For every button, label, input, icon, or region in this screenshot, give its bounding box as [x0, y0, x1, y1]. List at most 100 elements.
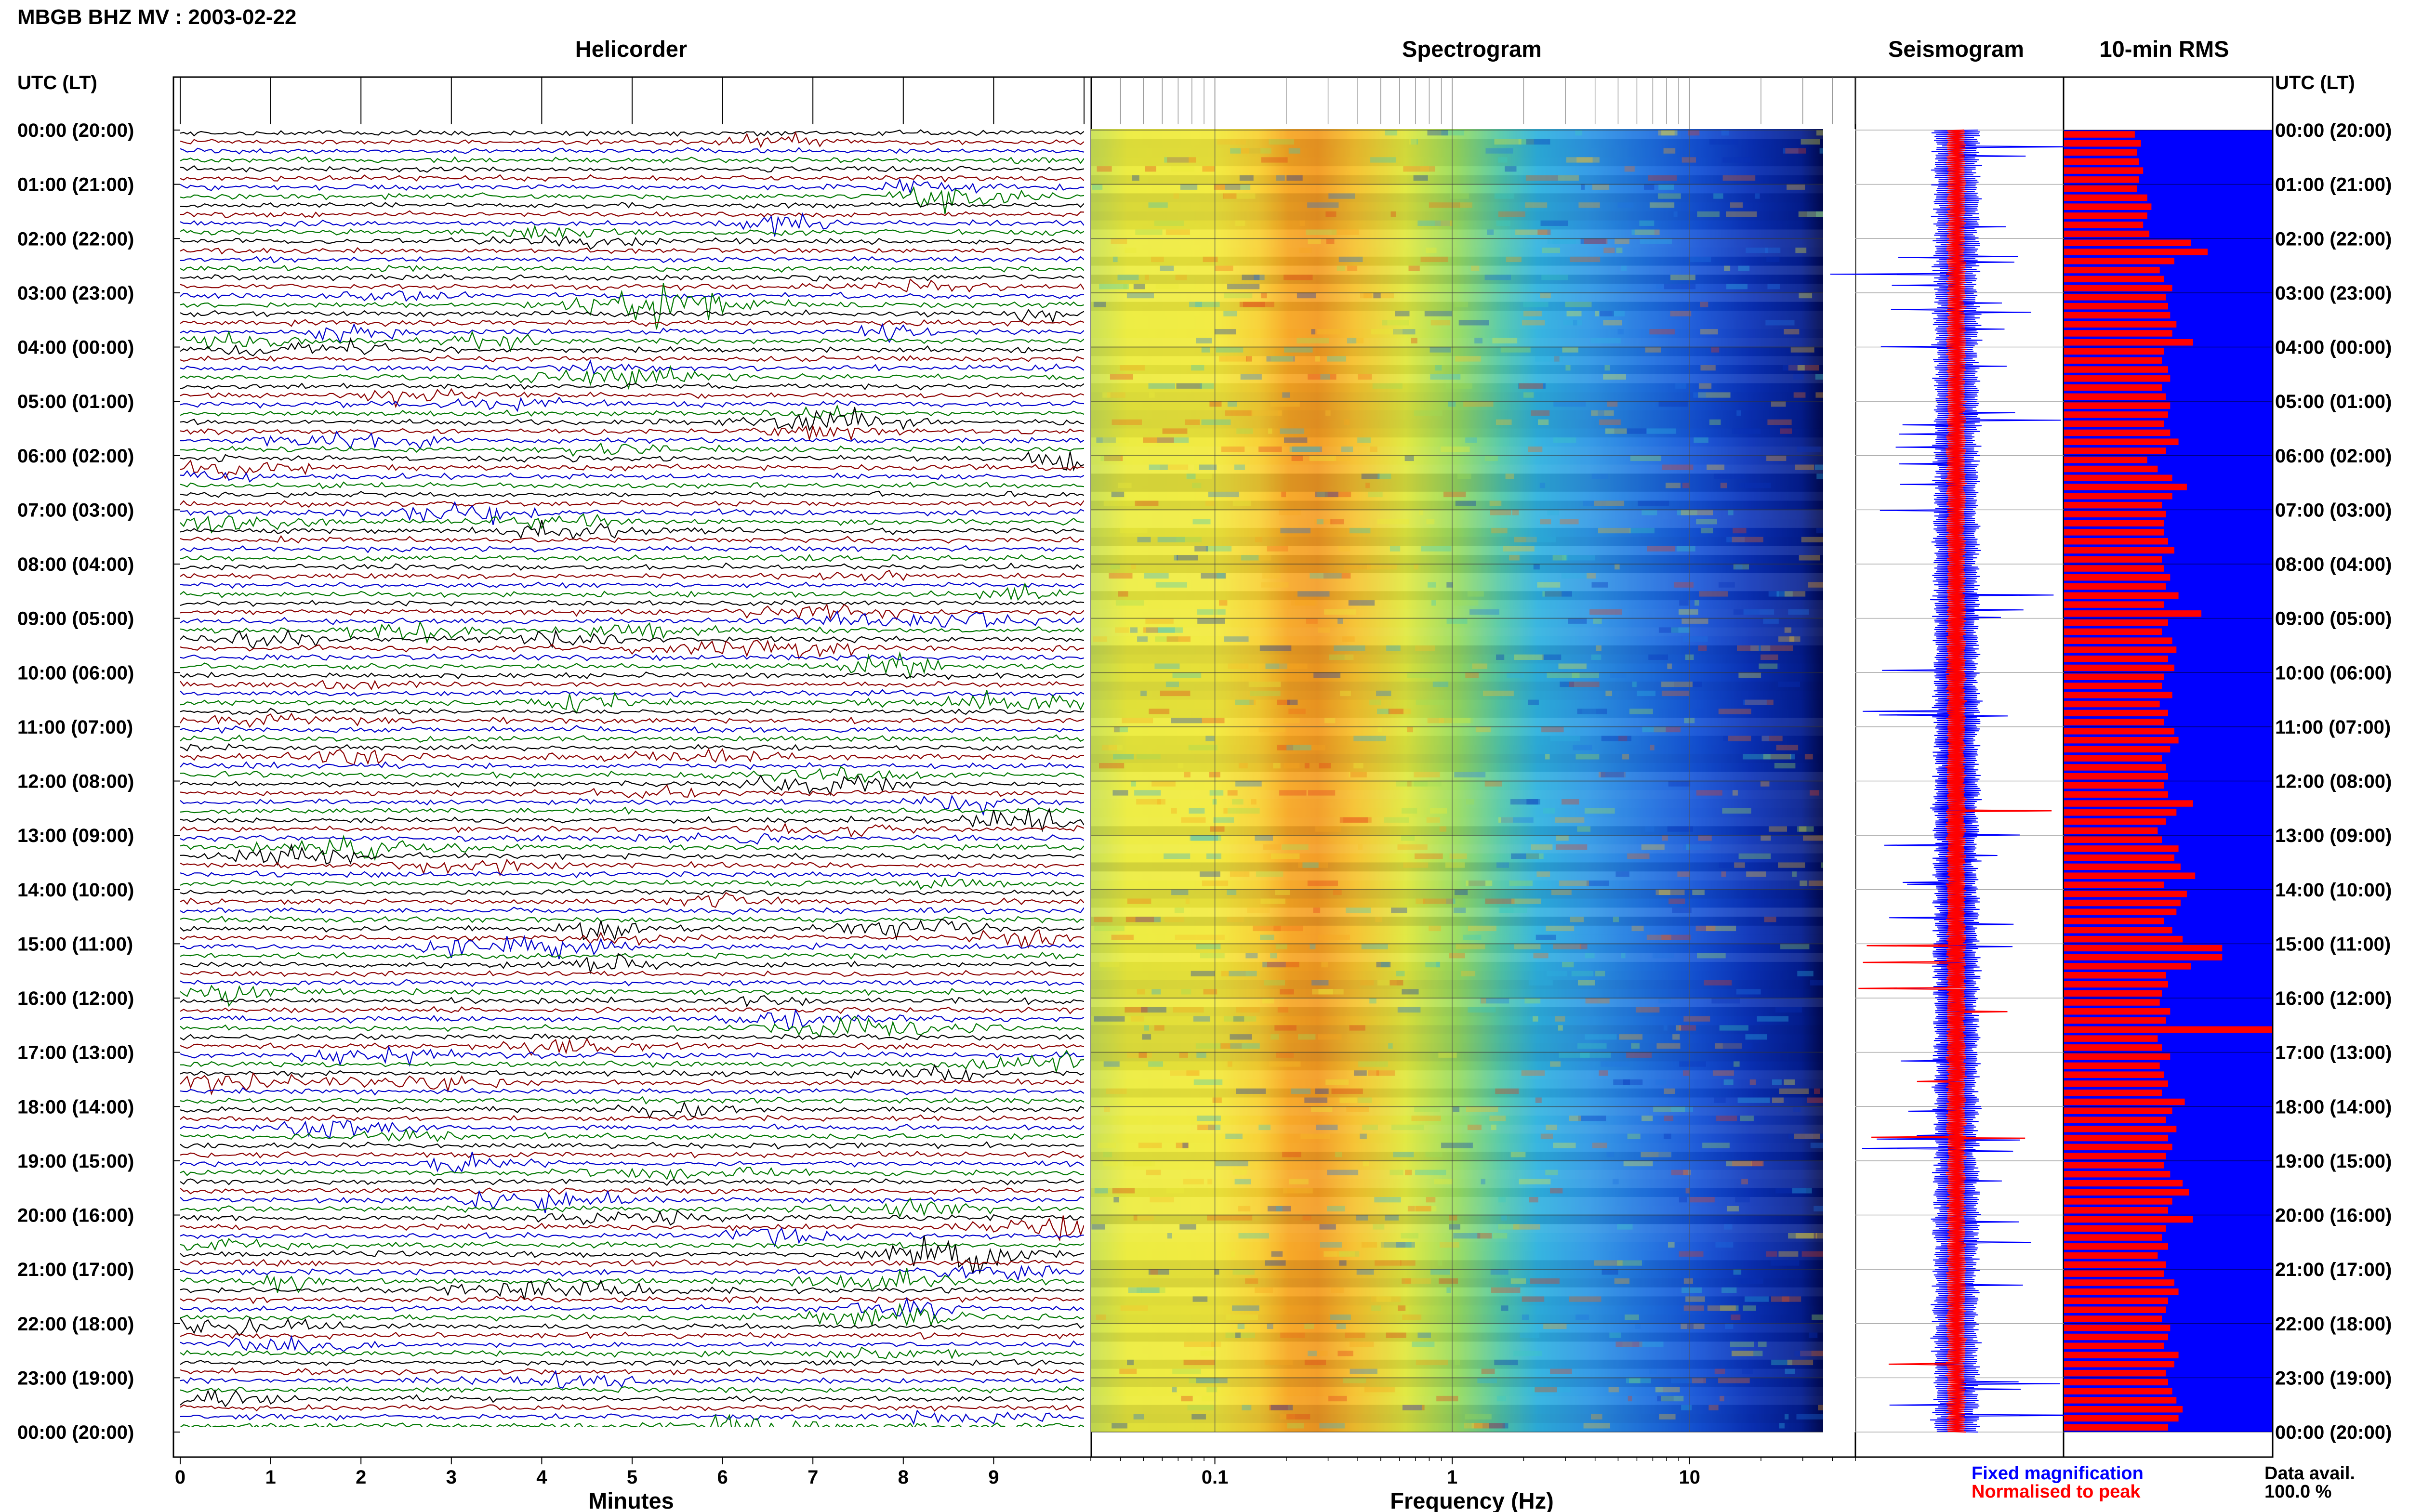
- helicorder-trace-line: [180, 843, 1084, 866]
- spectrogram-speckle: [1676, 546, 1695, 552]
- spectrogram-speckle: [1659, 1414, 1676, 1420]
- spectrogram-speckle: [1672, 1034, 1680, 1040]
- spectrogram-speckle: [1466, 881, 1493, 886]
- rms-bar: [2064, 465, 2158, 473]
- spectrogram-speckle: [1196, 1378, 1228, 1383]
- spectrogram-speckle: [1132, 175, 1139, 181]
- spectrogram-speckle: [1145, 166, 1156, 172]
- helicorder-trace-line: [180, 1414, 1084, 1427]
- spectrogram-speckle: [1621, 953, 1626, 959]
- spectrogram-speckle: [1761, 736, 1769, 741]
- spectrogram-row: [1091, 437, 1823, 447]
- spectrogram-speckle: [1179, 1224, 1196, 1230]
- spectrogram-row: [1091, 1179, 1823, 1188]
- spectrogram-speckle: [1164, 853, 1191, 859]
- spectrogram-speckle: [1112, 1423, 1127, 1429]
- spectrogram-speckle: [1311, 980, 1329, 986]
- spectrogram-speckle: [1205, 546, 1232, 552]
- spectrogram-speckle: [1498, 817, 1513, 823]
- spectrogram-speckle: [1764, 917, 1776, 922]
- spectrogram-speckle: [1776, 591, 1793, 597]
- spectrogram-speckle: [1434, 1179, 1453, 1184]
- spectrogram-speckle: [1732, 537, 1763, 542]
- spectrogram-row: [1091, 374, 1823, 383]
- spectrogram-speckle: [1661, 934, 1691, 940]
- spectrogram-speckle: [1489, 500, 1502, 506]
- helicorder-x-tick-label: 6: [717, 1467, 728, 1488]
- spectrogram-speckle: [1269, 139, 1294, 145]
- spectrogram-speckle: [1138, 1052, 1147, 1058]
- spectrogram-speckle: [1214, 1269, 1219, 1275]
- helicorder-trace-line: [180, 442, 1084, 457]
- spectrogram-speckle: [1794, 1133, 1820, 1139]
- spectrogram-speckle: [1321, 961, 1328, 968]
- spectrogram-speckle: [1603, 374, 1626, 380]
- spectrogram-speckle: [1224, 292, 1253, 299]
- helicorder-trace-line: [180, 1189, 1084, 1213]
- spectrogram-speckle: [1617, 1260, 1642, 1266]
- spectrogram-speckle: [1812, 1315, 1823, 1320]
- spectrogram-speckle: [1292, 447, 1323, 452]
- rms-bar: [2064, 348, 2164, 355]
- spectrogram-speckle: [1337, 1251, 1355, 1257]
- spectrogram-speckle: [1535, 934, 1556, 940]
- spectrogram-speckle: [1694, 600, 1699, 606]
- spectrogram-speckle: [1562, 347, 1578, 353]
- spectrogram-speckle: [1619, 1034, 1643, 1040]
- spectrogram-speckle: [1584, 238, 1608, 244]
- spectrogram-speckle: [1350, 772, 1367, 777]
- spectrogram-speckle: [1677, 871, 1690, 877]
- spectrogram-speckle: [1339, 1097, 1357, 1103]
- spectrogram-speckle: [1208, 1124, 1221, 1131]
- spectrogram-speckle: [1594, 1260, 1623, 1266]
- spectrogram-speckle: [1498, 1197, 1506, 1203]
- spectrogram-speckle: [1283, 1188, 1313, 1194]
- spectrogram-speckle: [1361, 1242, 1377, 1248]
- helicorder-trace-line: [180, 734, 1084, 743]
- spectrogram-speckle: [1677, 510, 1697, 515]
- spectrogram-speckle: [1214, 265, 1233, 271]
- rms-bar: [2064, 854, 2174, 861]
- spectrogram-row: [1091, 690, 1823, 700]
- spectrogram-row: [1091, 510, 1823, 519]
- spectrogram-speckle: [1286, 745, 1311, 750]
- spectrogram-speckle: [1143, 437, 1174, 443]
- spectrogram-speckle: [1792, 1188, 1812, 1194]
- rms-bar: [2064, 628, 2162, 635]
- spectrogram-speckle: [1765, 248, 1781, 253]
- spectrogram-speckle: [1385, 1215, 1399, 1221]
- spectrogram-speckle: [1695, 925, 1716, 932]
- spectrogram-speckle: [1093, 302, 1106, 307]
- spectrogram-speckle: [1715, 1043, 1742, 1049]
- spectrogram-speckle: [1349, 1025, 1365, 1031]
- spectrogram-speckle: [1494, 193, 1514, 199]
- helicorder-trace-line: [180, 201, 1084, 209]
- spectrogram-speckle: [1673, 211, 1678, 217]
- spectrogram-speckle: [1663, 1387, 1680, 1393]
- rms-bar: [2064, 746, 2171, 753]
- spectrogram-speckle: [1683, 1016, 1710, 1022]
- spectrogram-speckle: [1445, 862, 1465, 868]
- rms-bar: [2064, 646, 2177, 653]
- spectrogram-row: [1091, 175, 1823, 184]
- spectrogram-speckle: [1771, 1296, 1801, 1302]
- spectrogram-speckle: [1428, 582, 1436, 588]
- spectrogram-speckle: [1495, 1088, 1519, 1094]
- helicorder-trace-line: [180, 337, 1084, 357]
- spectrogram-speckle: [1331, 229, 1359, 235]
- spectrogram-speckle: [1575, 1315, 1589, 1320]
- spectrogram-speckle: [1200, 1351, 1217, 1356]
- spectrogram-speckle: [1274, 1025, 1297, 1031]
- spectrogram-speckle: [1799, 292, 1813, 299]
- spectrogram-speckle: [1738, 672, 1761, 678]
- helicorder-trace-line: [180, 545, 1084, 553]
- spectrogram-speckle: [1581, 184, 1585, 190]
- spectrogram-speckle: [1324, 718, 1336, 723]
- spectrogram-speckle: [1262, 961, 1286, 968]
- spectrogram-speckle: [1219, 356, 1247, 362]
- spectrogram-speckle: [1783, 365, 1805, 371]
- spectrogram-speckle: [1291, 600, 1318, 606]
- spectrogram-speckle: [1407, 726, 1413, 733]
- helicorder-trace-line: [180, 743, 1084, 752]
- helicorder-trace-line: [180, 995, 1084, 1008]
